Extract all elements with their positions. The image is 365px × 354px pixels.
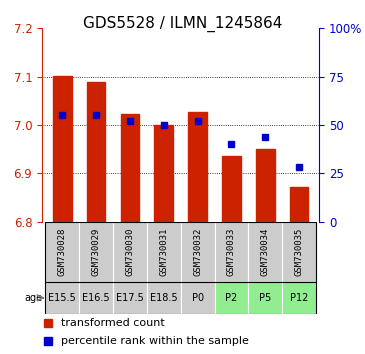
Text: GSM730029: GSM730029 xyxy=(92,228,101,276)
Bar xyxy=(87,82,105,222)
Text: GSM730030: GSM730030 xyxy=(126,228,134,276)
Text: P0: P0 xyxy=(192,293,204,303)
Bar xyxy=(45,222,79,282)
Bar xyxy=(248,222,282,282)
Text: transformed count: transformed count xyxy=(61,318,165,328)
Bar xyxy=(79,222,113,282)
Bar xyxy=(181,282,215,314)
Bar xyxy=(147,222,181,282)
Text: E17.5: E17.5 xyxy=(116,293,144,303)
Bar xyxy=(248,282,282,314)
Bar xyxy=(147,282,181,314)
Bar xyxy=(79,282,113,314)
Text: P12: P12 xyxy=(290,293,308,303)
Text: E18.5: E18.5 xyxy=(150,293,178,303)
Text: GSM730034: GSM730034 xyxy=(261,228,270,276)
Bar xyxy=(282,222,316,282)
Bar xyxy=(53,76,72,222)
Text: GSM730028: GSM730028 xyxy=(58,228,67,276)
Bar xyxy=(154,125,173,222)
Text: GSM730031: GSM730031 xyxy=(159,228,168,276)
Text: percentile rank within the sample: percentile rank within the sample xyxy=(61,336,249,346)
Text: GSM730033: GSM730033 xyxy=(227,228,236,276)
Text: P2: P2 xyxy=(225,293,238,303)
Bar xyxy=(181,222,215,282)
Bar xyxy=(120,114,139,222)
Bar xyxy=(290,187,308,222)
Bar xyxy=(188,112,207,222)
Text: age: age xyxy=(24,293,43,303)
Bar xyxy=(215,222,248,282)
Text: E16.5: E16.5 xyxy=(82,293,110,303)
Bar xyxy=(282,282,316,314)
Text: GSM730035: GSM730035 xyxy=(295,228,304,276)
Bar xyxy=(215,282,248,314)
Bar xyxy=(45,282,79,314)
Text: E15.5: E15.5 xyxy=(49,293,76,303)
Text: GSM730032: GSM730032 xyxy=(193,228,202,276)
Text: P5: P5 xyxy=(259,293,271,303)
Bar xyxy=(113,282,147,314)
Text: GDS5528 / ILMN_1245864: GDS5528 / ILMN_1245864 xyxy=(83,16,282,32)
Bar xyxy=(256,149,274,222)
Bar xyxy=(222,156,241,222)
Bar xyxy=(113,222,147,282)
